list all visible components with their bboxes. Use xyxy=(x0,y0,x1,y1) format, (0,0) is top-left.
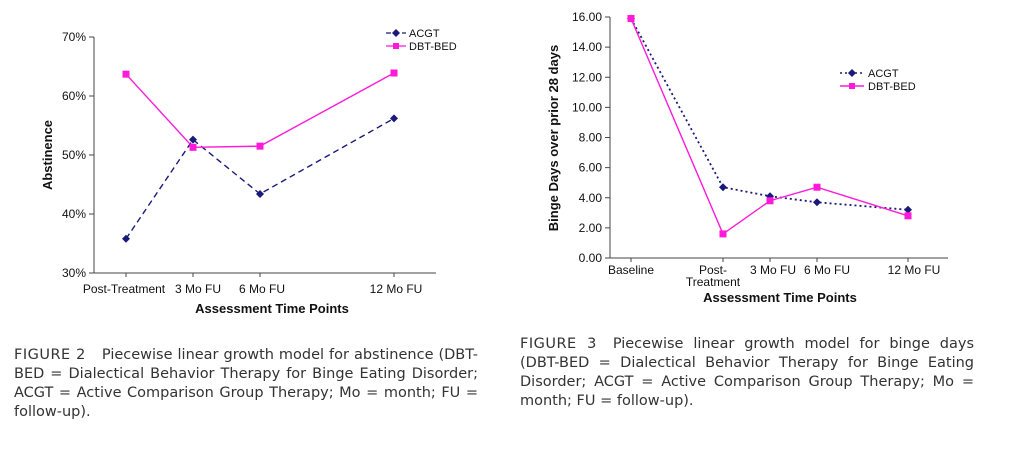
fig2-y-tick-label: 70% xyxy=(62,30,86,44)
fig3-legend-dbt-marker xyxy=(849,83,855,89)
fig2-y-tick-label: 40% xyxy=(62,207,86,221)
fig3-legend-dbt-label: DBT-BED xyxy=(868,81,916,93)
figure-2-caption: FIGURE 2 Piecewise linear growth model fo… xyxy=(14,346,478,422)
fig2-legend-dbt-label: DBT-BED xyxy=(409,41,457,53)
fig3-legend-acgt-label: ACGT xyxy=(868,68,899,80)
fig2-y-axis-title: Abstinence xyxy=(40,120,55,190)
fig2-acgt-point xyxy=(122,234,130,243)
fig3-y-tick-label: 6.00 xyxy=(579,161,603,175)
fig2-acgt-point xyxy=(390,114,398,123)
figure-2-caption-text: Piecewise linear growth model for abstin… xyxy=(14,347,478,420)
fig3-y-tick-label: 16.00 xyxy=(572,10,602,24)
fig2-dbt-bed-point xyxy=(256,142,264,150)
fig3-y-tick-label: 2.00 xyxy=(579,221,603,235)
fig3-legend-acgt-marker xyxy=(848,69,856,77)
fig2-y-tick-label: 60% xyxy=(62,89,86,103)
fig3-x-tick-label: 6 Mo FU xyxy=(804,263,850,277)
fig3-acgt-point xyxy=(904,205,912,214)
fig3-y-tick-label: 4.00 xyxy=(579,191,603,205)
fig3-legend: ACGT DBT-BED xyxy=(840,68,916,93)
fig3-x-tick-label: Treatment xyxy=(686,275,741,289)
fig3-dbt-bed-point xyxy=(719,230,727,238)
fig3-x-tick-label: 12 Mo FU xyxy=(888,263,941,277)
fig2-legend-acgt-label: ACGT xyxy=(409,28,440,40)
fig2-dbt-bed-point xyxy=(390,69,398,77)
figure-2-chart: 30% 40% 50% 60% 70% Post-Treatment 3 Mo FU 6… xyxy=(40,28,457,316)
fig2-dbt-bed-point xyxy=(122,70,130,78)
figure-3-caption-text: Piecewise linear growth model for binge … xyxy=(520,336,974,409)
fig2-acgt-line xyxy=(125,117,395,240)
fig2-x-tick-label: 6 Mo FU xyxy=(239,282,285,296)
fig3-y-tick-label: 8.00 xyxy=(579,131,603,145)
figure-2-label: FIGURE 2 xyxy=(14,347,86,363)
fig2-dbt-bed-line xyxy=(125,72,395,149)
fig2-x-tick-labels: Post-Treatment 3 Mo FU 6 Mo FU 12 Mo FU xyxy=(83,282,422,296)
fig3-dbt-bed-point xyxy=(813,183,821,191)
fig3-y-axis-title: Binge Days over prior 28 days xyxy=(546,45,561,231)
fig3-x-tick-label: Baseline xyxy=(608,263,654,277)
fig2-acgt-point xyxy=(256,189,264,198)
fig3-y-tick-label: 12.00 xyxy=(572,70,602,84)
fig2-acgt-point xyxy=(189,135,197,144)
fig3-dbt-bed-point xyxy=(627,15,635,23)
fig2-legend-acgt-marker xyxy=(392,29,400,37)
fig3-y-tick-label: 0.00 xyxy=(579,251,603,265)
fig2-x-tick-label: 3 Mo FU xyxy=(175,282,221,296)
fig2-y-tick-label: 30% xyxy=(62,266,86,280)
fig2-y-tick-label: 50% xyxy=(62,148,86,162)
fig2-x-tick-label: Post-Treatment xyxy=(83,282,166,296)
fig3-dbt-bed-point xyxy=(766,197,774,205)
fig3-dbt-bed-point xyxy=(904,212,912,220)
fig3-acgt-point xyxy=(813,198,821,207)
fig2-x-axis-title: Assessment Time Points xyxy=(195,301,349,316)
fig3-acgt-point xyxy=(719,183,727,192)
fig3-x-tick-label: 3 Mo FU xyxy=(750,263,796,277)
fig3-y-tick-label: 14.00 xyxy=(572,40,602,54)
fig2-x-tick-label: 12 Mo FU xyxy=(370,282,423,296)
fig2-legend: ACGT DBT-BED xyxy=(386,28,457,53)
fig3-x-tick-labels: Baseline Post- Treatment 3 Mo FU 6 Mo FU… xyxy=(608,263,940,289)
fig3-x-tick-label: Post- xyxy=(699,263,727,277)
figure-3-chart: 0.00 2.00 4.00 6.00 8.00 10.00 12.00 14.00 16.00… xyxy=(546,10,948,305)
fig2-dbt-bed-point xyxy=(189,143,197,151)
fig3-y-tick-label: 10.00 xyxy=(572,100,602,114)
figure-3-label: FIGURE 3 xyxy=(520,336,597,352)
fig2-legend-dbt-marker xyxy=(393,43,399,49)
figure-3-caption: FIGURE 3 Piecewise linear growth model fo… xyxy=(520,335,974,411)
fig3-x-axis-title: Assessment Time Points xyxy=(703,290,857,305)
